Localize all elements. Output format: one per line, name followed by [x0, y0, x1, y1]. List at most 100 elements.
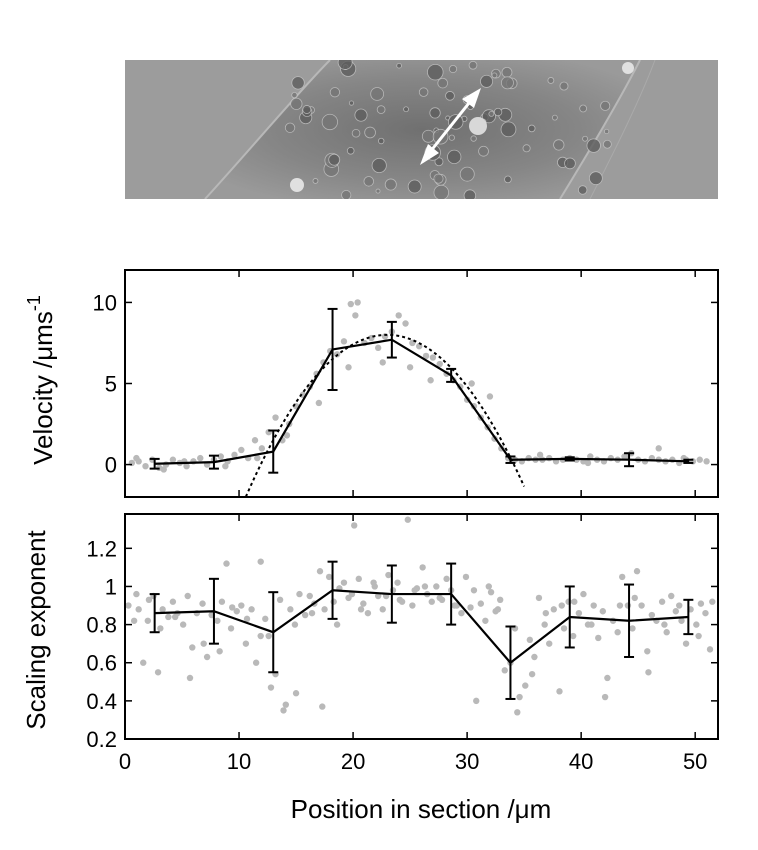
y-tick-label: 0.2 [86, 727, 117, 752]
scatter-point [668, 592, 675, 600]
scatter-point [487, 588, 495, 596]
granule [445, 91, 455, 101]
scatter-point [514, 709, 521, 716]
granule [371, 157, 387, 174]
scatter-point [374, 344, 382, 352]
scatter-point [133, 454, 140, 462]
granule [600, 100, 611, 111]
scatter-point [584, 459, 592, 467]
scatter-point [389, 587, 397, 594]
granule [527, 124, 536, 133]
scatter-point [663, 629, 670, 636]
scatter-point [599, 608, 607, 615]
scatter-point [315, 399, 323, 407]
scatter-point [347, 300, 354, 308]
scatter-point [396, 596, 404, 604]
granule [312, 178, 319, 184]
scatter-point [330, 598, 337, 605]
granule [284, 122, 296, 133]
scatter-point [189, 644, 196, 651]
granule [378, 137, 385, 145]
scatter-point [571, 598, 578, 605]
scatter-point [406, 364, 414, 371]
granule [604, 128, 610, 135]
scatter-point [238, 446, 245, 454]
scatter-point [470, 587, 478, 594]
scatter-point [477, 600, 484, 607]
granule [447, 149, 462, 164]
granule [437, 77, 449, 89]
scatter-point [542, 609, 550, 617]
granule [478, 145, 489, 157]
scatter-point [292, 690, 300, 697]
scatter-point [409, 602, 416, 609]
scatter-point [125, 602, 132, 609]
scatter-point [200, 640, 207, 647]
scatter-point [267, 684, 275, 691]
granule [579, 104, 588, 113]
scatter-point [214, 617, 221, 624]
scatter-point [265, 632, 272, 640]
scatter-point [638, 602, 645, 609]
x-tick-label: 0 [119, 749, 131, 774]
scatter-point [486, 393, 494, 400]
scatter-point [130, 617, 138, 624]
y-tick-label: 0.6 [86, 651, 117, 676]
scatter-point [251, 437, 259, 444]
scatter-point [355, 575, 362, 583]
granule [500, 76, 514, 90]
scatter-point [443, 575, 450, 583]
scatter-point [199, 600, 206, 607]
granule [376, 105, 386, 114]
scatter-point [301, 611, 309, 619]
scatter-point [526, 636, 534, 644]
scatter-point [360, 600, 367, 607]
scatter-point [560, 625, 568, 632]
granule [463, 189, 477, 199]
scatter-point [558, 602, 565, 609]
granule [553, 139, 565, 151]
scatter-point [411, 587, 418, 594]
scatter-point [351, 522, 358, 529]
y-tick-label: 0.8 [86, 613, 117, 638]
scatter-point [385, 571, 392, 579]
scatter-point [697, 600, 705, 607]
granule [364, 126, 376, 139]
scatter-point [468, 380, 475, 387]
x-tick-label: 30 [455, 749, 479, 774]
scatter-point [501, 667, 508, 674]
scatter-point [296, 590, 303, 598]
scatter-point [291, 621, 299, 628]
scatter-point [379, 606, 386, 613]
scatter-point [171, 613, 179, 621]
scatter-point [588, 621, 595, 628]
granule [290, 97, 303, 110]
granule [551, 114, 558, 121]
scatter-point [357, 606, 365, 613]
x-tick-label: 10 [227, 749, 251, 774]
scatter-point [306, 592, 313, 600]
granule [329, 87, 340, 98]
scatter-point [485, 583, 492, 590]
granule [501, 66, 513, 78]
scatter-point [169, 598, 177, 605]
granule [493, 107, 503, 117]
velocity-panel: 0 5 10 Velocity /μms-1 [24, 269, 719, 498]
granule [459, 166, 475, 182]
granule [337, 60, 353, 70]
scatter-point [197, 454, 204, 462]
scatter-point [179, 621, 187, 628]
y-tick-label: 0 [105, 453, 117, 478]
scatter-point [276, 596, 284, 604]
scatter-point [644, 648, 651, 655]
scatter-point [428, 598, 435, 605]
scatter-point [436, 360, 443, 368]
scatter-point [345, 364, 352, 371]
scatter-point [702, 609, 709, 617]
scatter-point [227, 625, 235, 632]
scatter-point [340, 579, 348, 586]
scatter-point [280, 707, 287, 714]
scatter-point [522, 682, 529, 689]
scatter-point [696, 456, 703, 463]
